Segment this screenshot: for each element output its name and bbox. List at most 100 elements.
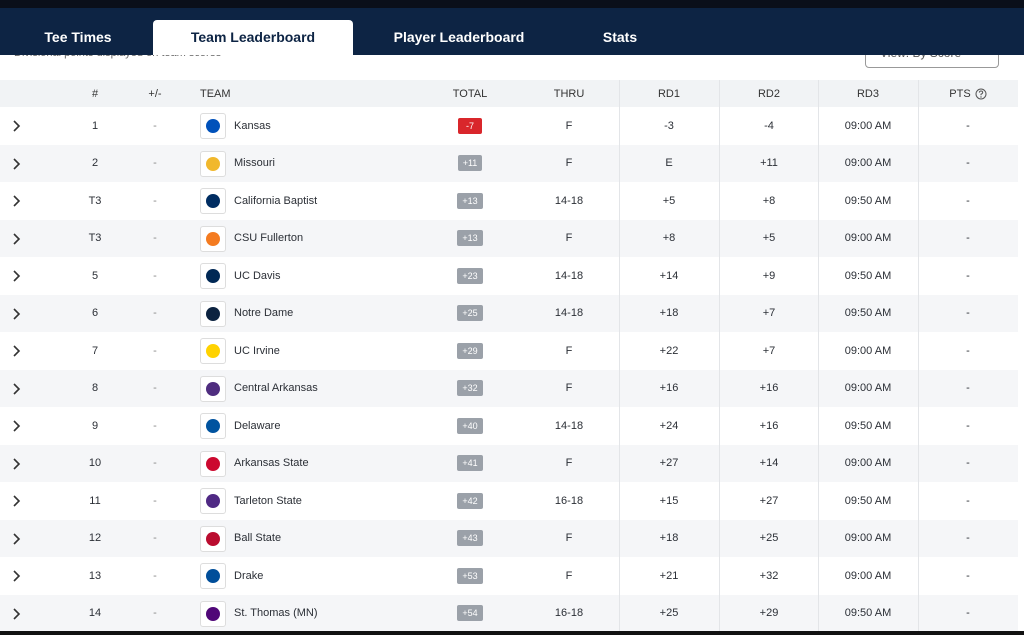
divider [619, 594, 620, 632]
cell-3: +43 [410, 520, 530, 558]
team-logo [200, 225, 226, 252]
cell-1: - [95, 370, 215, 408]
cell-text: - [153, 457, 157, 470]
divider [818, 219, 819, 257]
column-header-text: RD2 [757, 87, 780, 100]
total-badge: +53 [457, 567, 483, 584]
column-header-text: TOTAL [452, 87, 488, 100]
expand-chevron[interactable] [10, 569, 24, 583]
team-logo-mark [206, 419, 220, 433]
info-icon[interactable] [975, 88, 987, 100]
expand-chevron[interactable] [10, 494, 24, 508]
divider [918, 557, 919, 595]
cell-6: +25 [709, 520, 829, 558]
divider [719, 519, 720, 557]
cell-7: 09:50 AM [808, 595, 928, 633]
column-header: RD1 [609, 80, 729, 107]
cell-5: +15 [609, 482, 729, 520]
team-logo [200, 263, 226, 289]
cell-text: E [665, 157, 673, 170]
cell-1: - [95, 220, 215, 258]
cell-text: +8 [762, 194, 776, 207]
divider [719, 107, 720, 145]
expand-chevron[interactable] [10, 532, 24, 546]
cell-0: 9 [35, 407, 155, 445]
cell-5: +16 [609, 370, 729, 408]
team-logo-mark [206, 494, 220, 508]
tab[interactable]: Player Leaderboard [393, 29, 525, 45]
cell-6: +32 [709, 557, 829, 595]
divider [719, 407, 720, 445]
cell-text: - [966, 157, 970, 170]
team-logo-mark [206, 344, 220, 358]
expand-chevron[interactable] [10, 382, 24, 396]
team-logo-mark [206, 306, 220, 321]
cell-5: +24 [609, 407, 729, 445]
cell-text: 09:00 AM [844, 532, 892, 545]
column-header: PTS [908, 80, 1024, 107]
cell-8: - [908, 595, 1024, 633]
team-logo-mark [206, 194, 220, 208]
cell-6: -4 [709, 107, 829, 145]
cell-7: 09:00 AM [808, 145, 928, 183]
cell-4: F [509, 520, 629, 558]
expand-chevron[interactable] [10, 194, 24, 208]
expand-chevron[interactable] [10, 419, 24, 433]
cell-text: +7 [762, 344, 776, 357]
divider [719, 482, 720, 520]
expand-chevron[interactable] [10, 457, 24, 471]
expand-chevron[interactable] [10, 119, 24, 133]
team-name: Kansas [234, 119, 271, 132]
cell-text: - [966, 532, 970, 545]
tab[interactable]: Team Leaderboard [153, 20, 353, 55]
cell-text: +18 [659, 532, 679, 545]
cell-text: F [565, 157, 573, 170]
cell-text: +5 [762, 232, 776, 245]
total-badge: +13 [457, 192, 483, 209]
cell-1: - [95, 595, 215, 633]
tab[interactable]: Stats [602, 29, 638, 45]
cell-text: 8 [91, 382, 99, 395]
cell-text: F [565, 382, 573, 395]
cell-text: +16 [759, 419, 779, 432]
cell-text: - [153, 607, 157, 620]
cell-text: F [565, 119, 573, 132]
cell-8: - [908, 407, 1024, 445]
table-header: # +/- TEAM TOTAL THRU RD1 RD2 RD3 PTS [0, 80, 1018, 107]
cell-text: 14 [88, 607, 102, 620]
team-name: California Baptist [234, 194, 318, 207]
cell-text: 13 [88, 569, 102, 582]
column-header: # [35, 80, 155, 107]
cell-0: T3 [35, 182, 155, 220]
cell-4: F [509, 557, 629, 595]
divider [719, 444, 720, 482]
cell-4: F [509, 370, 629, 408]
cell-text: T3 [88, 232, 102, 245]
cell-text: - [153, 532, 157, 545]
cell-1: - [95, 520, 215, 558]
expand-chevron[interactable] [10, 607, 24, 621]
cell-1: - [95, 407, 215, 445]
cell-3: -7 [410, 107, 530, 145]
cell-8: - [908, 332, 1024, 370]
cell-text: F [565, 232, 573, 245]
cell-3: +29 [410, 332, 530, 370]
cell-text: +24 [659, 419, 679, 432]
expand-chevron[interactable] [10, 344, 24, 358]
cell-text: - [966, 119, 970, 132]
cell-3: +40 [410, 407, 530, 445]
team-name: CSU Fullerton [234, 232, 304, 245]
expand-chevron[interactable] [10, 232, 24, 246]
team-name: St. Thomas (MN) [234, 607, 318, 620]
cell-text: +9 [762, 269, 776, 282]
expand-chevron[interactable] [10, 307, 24, 321]
cell-5: +27 [609, 445, 729, 483]
expand-chevron[interactable] [10, 157, 24, 171]
cell-4: 16-18 [509, 595, 629, 633]
divider [818, 557, 819, 595]
divider [719, 219, 720, 257]
divider [619, 219, 620, 257]
table-row: 12 - Ball State +43 F +18 +25 09:00 AM - [0, 519, 1018, 558]
expand-chevron[interactable] [10, 269, 24, 283]
tab[interactable]: Tee Times [44, 29, 112, 45]
